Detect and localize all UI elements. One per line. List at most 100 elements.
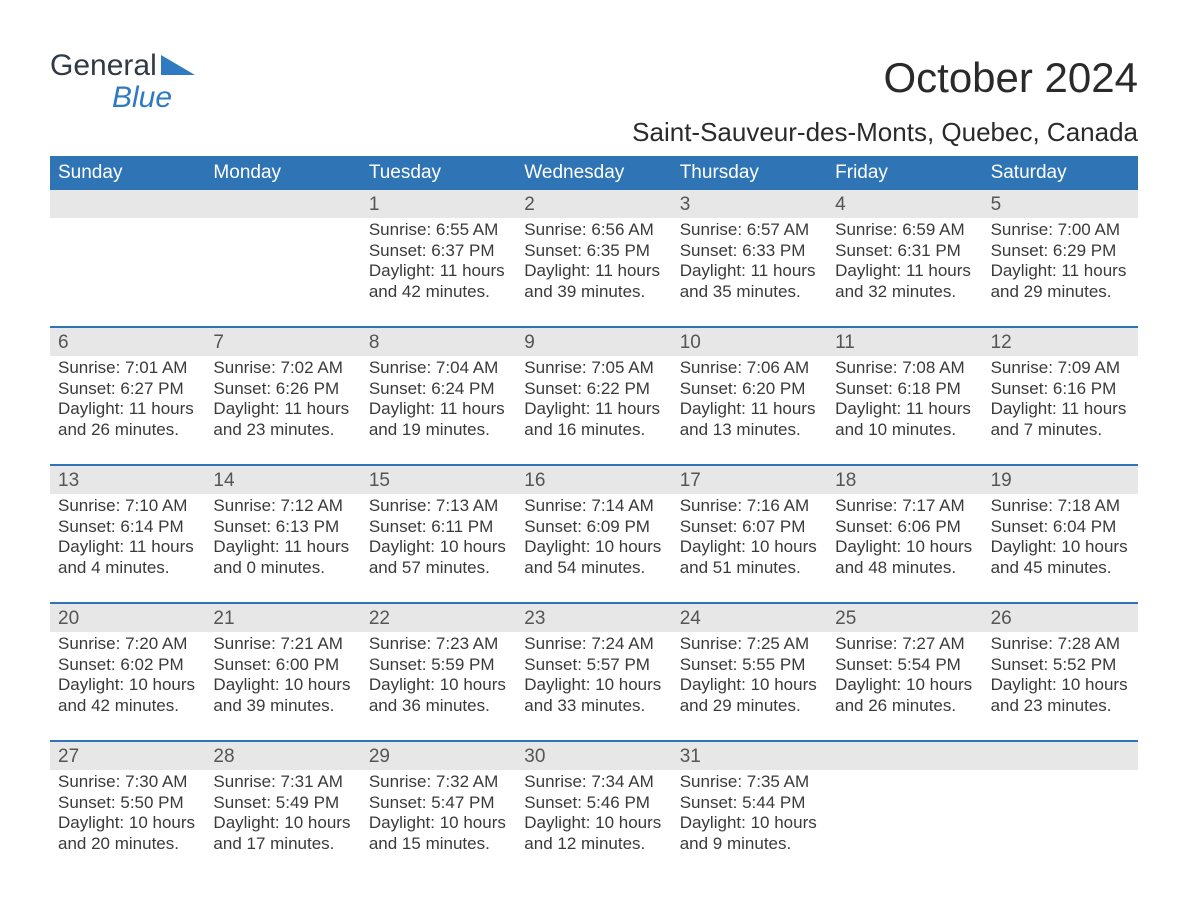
day-number: 26: [983, 604, 1138, 632]
day-number: 27: [50, 742, 205, 770]
day-daylight1-text: Daylight: 11 hours: [213, 537, 352, 558]
day-cell: Sunrise: 7:09 AMSunset: 6:16 PMDaylight:…: [983, 356, 1138, 464]
day-number: 6: [50, 328, 205, 356]
day-daylight1-text: Daylight: 10 hours: [369, 537, 508, 558]
weekday-header-row: Sunday Monday Tuesday Wednesday Thursday…: [50, 156, 1138, 190]
day-daylight1-text: Daylight: 10 hours: [835, 537, 974, 558]
day-sunset-text: Sunset: 5:44 PM: [680, 793, 819, 814]
weeks-container: 12345Sunrise: 6:55 AMSunset: 6:37 PMDayl…: [50, 190, 1138, 878]
day-body-row: Sunrise: 6:55 AMSunset: 6:37 PMDaylight:…: [50, 218, 1138, 326]
day-cell: Sunrise: 6:56 AMSunset: 6:35 PMDaylight:…: [516, 218, 671, 326]
day-daylight1-text: Daylight: 10 hours: [835, 675, 974, 696]
day-cell: Sunrise: 7:02 AMSunset: 6:26 PMDaylight:…: [205, 356, 360, 464]
day-daylight1-text: Daylight: 11 hours: [991, 261, 1130, 282]
day-daylight2-text: and 35 minutes.: [680, 282, 819, 303]
day-daylight1-text: Daylight: 10 hours: [524, 675, 663, 696]
brand-name-part1: General: [50, 50, 195, 82]
daynum-row: 2728293031: [50, 742, 1138, 770]
day-daylight2-text: and 23 minutes.: [213, 420, 352, 441]
daynum-row: 13141516171819: [50, 466, 1138, 494]
weekday-header: Friday: [827, 156, 982, 190]
day-number: 15: [361, 466, 516, 494]
day-sunset-text: Sunset: 6:26 PM: [213, 379, 352, 400]
day-body-row: Sunrise: 7:30 AMSunset: 5:50 PMDaylight:…: [50, 770, 1138, 878]
day-sunrise-text: Sunrise: 6:57 AM: [680, 220, 819, 241]
day-sunrise-text: Sunrise: 7:18 AM: [991, 496, 1130, 517]
day-number: 1: [361, 190, 516, 218]
day-number: 23: [516, 604, 671, 632]
day-daylight2-text: and 17 minutes.: [213, 834, 352, 855]
day-daylight2-text: and 57 minutes.: [369, 558, 508, 579]
day-daylight2-text: and 54 minutes.: [524, 558, 663, 579]
day-sunset-text: Sunset: 6:35 PM: [524, 241, 663, 262]
day-sunrise-text: Sunrise: 7:12 AM: [213, 496, 352, 517]
day-daylight1-text: Daylight: 11 hours: [835, 261, 974, 282]
day-sunset-text: Sunset: 6:20 PM: [680, 379, 819, 400]
day-cell: Sunrise: 7:16 AMSunset: 6:07 PMDaylight:…: [672, 494, 827, 602]
day-number: [50, 190, 205, 218]
day-number: [827, 742, 982, 770]
weekday-header: Monday: [205, 156, 360, 190]
day-cell: Sunrise: 7:06 AMSunset: 6:20 PMDaylight:…: [672, 356, 827, 464]
day-daylight2-text: and 23 minutes.: [991, 696, 1130, 717]
day-daylight2-text: and 19 minutes.: [369, 420, 508, 441]
day-cell: Sunrise: 7:10 AMSunset: 6:14 PMDaylight:…: [50, 494, 205, 602]
day-number: 4: [827, 190, 982, 218]
day-cell: [983, 770, 1138, 878]
day-sunrise-text: Sunrise: 7:30 AM: [58, 772, 197, 793]
page-title: October 2024: [883, 54, 1138, 102]
day-sunrise-text: Sunrise: 7:02 AM: [213, 358, 352, 379]
day-daylight1-text: Daylight: 11 hours: [369, 261, 508, 282]
day-number: 21: [205, 604, 360, 632]
day-daylight2-text: and 42 minutes.: [369, 282, 508, 303]
day-daylight2-text: and 29 minutes.: [991, 282, 1130, 303]
day-daylight2-text: and 10 minutes.: [835, 420, 974, 441]
week-block: 13141516171819Sunrise: 7:10 AMSunset: 6:…: [50, 466, 1138, 602]
day-sunset-text: Sunset: 6:11 PM: [369, 517, 508, 538]
day-number: 2: [516, 190, 671, 218]
day-number: 17: [672, 466, 827, 494]
day-daylight1-text: Daylight: 11 hours: [835, 399, 974, 420]
day-sunrise-text: Sunrise: 7:34 AM: [524, 772, 663, 793]
day-sunset-text: Sunset: 6:07 PM: [680, 517, 819, 538]
day-cell: Sunrise: 7:25 AMSunset: 5:55 PMDaylight:…: [672, 632, 827, 740]
day-cell: Sunrise: 7:18 AMSunset: 6:04 PMDaylight:…: [983, 494, 1138, 602]
day-number: 29: [361, 742, 516, 770]
day-number: 8: [361, 328, 516, 356]
day-sunset-text: Sunset: 5:59 PM: [369, 655, 508, 676]
day-daylight2-text: and 32 minutes.: [835, 282, 974, 303]
day-cell: Sunrise: 7:35 AMSunset: 5:44 PMDaylight:…: [672, 770, 827, 878]
day-daylight1-text: Daylight: 10 hours: [524, 813, 663, 834]
day-sunset-text: Sunset: 6:29 PM: [991, 241, 1130, 262]
day-cell: [205, 218, 360, 326]
day-sunset-text: Sunset: 6:24 PM: [369, 379, 508, 400]
day-cell: Sunrise: 7:21 AMSunset: 6:00 PMDaylight:…: [205, 632, 360, 740]
day-daylight1-text: Daylight: 11 hours: [680, 399, 819, 420]
day-body-row: Sunrise: 7:01 AMSunset: 6:27 PMDaylight:…: [50, 356, 1138, 464]
day-daylight2-text: and 0 minutes.: [213, 558, 352, 579]
day-cell: Sunrise: 7:12 AMSunset: 6:13 PMDaylight:…: [205, 494, 360, 602]
day-sunset-text: Sunset: 6:00 PM: [213, 655, 352, 676]
day-cell: Sunrise: 7:23 AMSunset: 5:59 PMDaylight:…: [361, 632, 516, 740]
day-cell: Sunrise: 7:05 AMSunset: 6:22 PMDaylight:…: [516, 356, 671, 464]
day-sunset-text: Sunset: 6:16 PM: [991, 379, 1130, 400]
day-sunset-text: Sunset: 6:02 PM: [58, 655, 197, 676]
day-sunset-text: Sunset: 6:04 PM: [991, 517, 1130, 538]
day-daylight2-text: and 45 minutes.: [991, 558, 1130, 579]
day-daylight1-text: Daylight: 10 hours: [680, 537, 819, 558]
day-sunrise-text: Sunrise: 7:35 AM: [680, 772, 819, 793]
day-daylight2-text: and 15 minutes.: [369, 834, 508, 855]
day-sunrise-text: Sunrise: 7:13 AM: [369, 496, 508, 517]
day-daylight1-text: Daylight: 11 hours: [213, 399, 352, 420]
day-sunrise-text: Sunrise: 7:06 AM: [680, 358, 819, 379]
day-daylight1-text: Daylight: 11 hours: [991, 399, 1130, 420]
day-number: 25: [827, 604, 982, 632]
day-cell: Sunrise: 7:30 AMSunset: 5:50 PMDaylight:…: [50, 770, 205, 878]
day-sunrise-text: Sunrise: 7:31 AM: [213, 772, 352, 793]
day-sunset-text: Sunset: 6:22 PM: [524, 379, 663, 400]
day-number: 24: [672, 604, 827, 632]
day-number: [205, 190, 360, 218]
day-daylight1-text: Daylight: 11 hours: [58, 399, 197, 420]
day-sunrise-text: Sunrise: 6:56 AM: [524, 220, 663, 241]
day-daylight2-text: and 9 minutes.: [680, 834, 819, 855]
